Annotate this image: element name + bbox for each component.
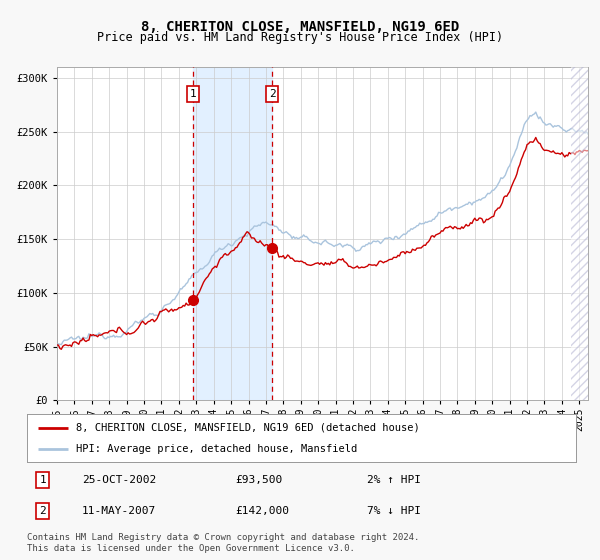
- Text: 1: 1: [40, 475, 46, 486]
- Text: £93,500: £93,500: [236, 475, 283, 486]
- Text: 7% ↓ HPI: 7% ↓ HPI: [367, 506, 421, 516]
- Text: 2: 2: [269, 89, 275, 99]
- Text: 25-OCT-2002: 25-OCT-2002: [82, 475, 156, 486]
- Text: 2: 2: [40, 506, 46, 516]
- Text: £142,000: £142,000: [236, 506, 290, 516]
- Text: Contains HM Land Registry data © Crown copyright and database right 2024.
This d: Contains HM Land Registry data © Crown c…: [27, 533, 419, 553]
- Bar: [193, 67, 272, 400]
- Text: 2% ↑ HPI: 2% ↑ HPI: [367, 475, 421, 486]
- Text: 11-MAY-2007: 11-MAY-2007: [82, 506, 156, 516]
- Text: 8, CHERITON CLOSE, MANSFIELD, NG19 6ED (detached house): 8, CHERITON CLOSE, MANSFIELD, NG19 6ED (…: [76, 423, 420, 433]
- Bar: [571, 67, 588, 400]
- Text: 1: 1: [190, 89, 196, 99]
- Text: 8, CHERITON CLOSE, MANSFIELD, NG19 6ED: 8, CHERITON CLOSE, MANSFIELD, NG19 6ED: [141, 20, 459, 34]
- Bar: [571, 67, 588, 400]
- Text: HPI: Average price, detached house, Mansfield: HPI: Average price, detached house, Mans…: [76, 444, 358, 454]
- Text: Price paid vs. HM Land Registry's House Price Index (HPI): Price paid vs. HM Land Registry's House …: [97, 31, 503, 44]
